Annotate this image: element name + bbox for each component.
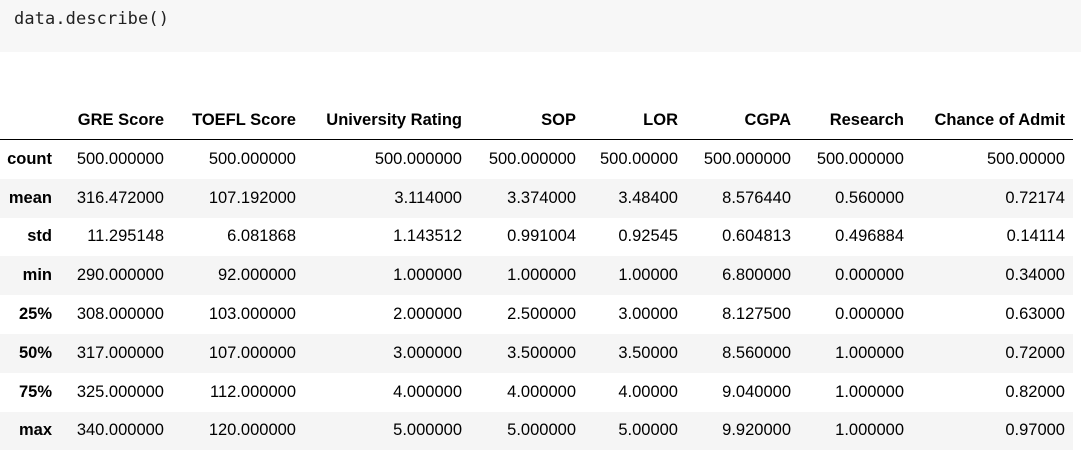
column-header: SOP [470,101,584,140]
table-cell: 4.00000 [618,382,678,401]
table-row: count 500.000000 500.000000 500.000000 500.0… [0,139,1073,179]
table-row: min 290.000000 92.000000 1.000000 1.000000 1.… [0,256,1073,296]
table-cell: 103.000000 [208,305,296,324]
table-row: std 11.295148 6.081868 1.143512 0.991004 0.92… [0,217,1073,257]
table-cell: 3.114000 [394,188,462,207]
column-header: Chance of Admit [912,101,1073,140]
table-cell: 0.63000 [1005,305,1065,324]
table-cell: 0.72174 [1005,188,1065,207]
table-cell: 340.000000 [76,421,164,440]
table-cell: 4.000000 [507,382,576,401]
table-cell: 107.000000 [208,343,296,362]
row-index-label: count [7,149,52,168]
table-cell: 1.000000 [507,266,576,285]
column-header: University Rating [304,101,470,140]
table-cell: 1.00000 [618,266,678,285]
table-cell: 0.560000 [835,188,904,207]
row-index-label: mean [8,188,52,207]
table-cell: 0.14114 [1006,227,1065,246]
table-cell: 0.000000 [835,305,904,324]
table-cell: 4.000000 [393,382,462,401]
table-cell: 0.604813 [722,227,791,246]
table-cell: 325.000000 [76,382,164,401]
table-cell: 1.143512 [393,227,462,246]
table-cell: 1.000000 [835,421,904,440]
table-cell: 5.00000 [618,421,678,440]
table-cell: 107.192000 [208,188,296,207]
table-cell: 8.127500 [722,305,791,324]
table-cell: 6.081868 [227,227,296,246]
table-cell: 112.000000 [210,382,296,401]
row-index-label: 75% [18,382,52,401]
table-cell: 5.000000 [507,421,576,440]
table-cell: 500.000000 [488,149,576,168]
table-cell: 500.000000 [816,149,904,168]
table-cell: 0.34000 [1005,266,1065,285]
table-cell: 0.92545 [618,227,678,246]
table-cell: 8.576440 [722,188,791,207]
table-header-row: GRE Score TOEFL Score University Rating … [0,101,1073,140]
table-cell: 0.82000 [1005,382,1065,401]
column-header: CGPA [686,101,799,140]
table-cell: 3.500000 [507,343,576,362]
table-cell: 3.374000 [507,188,576,207]
table-cell: 5.000000 [393,421,462,440]
table-cell: 120.000000 [208,421,296,440]
table-cell: 0.991004 [507,227,576,246]
table-cell: 500.00000 [600,149,678,168]
table-cell: 1.000000 [393,266,462,285]
table-cell: 500.000000 [703,149,791,168]
table-cell: 2.500000 [507,305,576,324]
table-cell: 6.800000 [722,266,791,285]
row-index-label: std [27,227,52,246]
column-header: Research [799,101,912,140]
row-index-label: max [18,421,52,440]
table-cell: 2.000000 [393,305,462,324]
dataframe-table: GRE Score TOEFL Score University Rating … [0,101,1073,451]
table-cell: 9.040000 [722,382,791,401]
table-cell: 0.000000 [835,266,904,285]
table-row: mean 316.472000 107.192000 3.114000 3.374000… [0,178,1073,218]
row-index-label: 50% [18,343,52,362]
row-index-label: min [22,266,52,285]
table-row: 50% 317.000000 107.000000 3.000000 3.500000 3… [0,333,1073,373]
table-body: count 500.000000 500.000000 500.000000 500.0… [0,139,1073,451]
table-cell: 9.920000 [722,421,791,440]
table-cell: 1.000000 [835,382,904,401]
table-cell: 500.000000 [76,149,164,168]
table-cell: 1.000000 [835,343,904,362]
table-cell: 500.00000 [987,149,1065,168]
code-cell-source[interactable]: data.describe() [14,9,170,29]
index-header [0,101,60,140]
table-cell: 0.97000 [1005,421,1065,440]
table-cell: 92.000000 [218,266,296,285]
code-cell[interactable]: data.describe() [0,0,1081,52]
column-header: TOEFL Score [172,101,304,140]
table-cell: 290.000000 [76,266,164,285]
table-cell: 500.000000 [208,149,296,168]
table-cell: 500.000000 [374,149,462,168]
table-cell: 3.48400 [618,188,678,207]
column-header: LOR [584,101,686,140]
cell-output: GRE Score TOEFL Score University Rating … [0,101,1073,451]
table-cell: 3.00000 [618,305,678,324]
table-cell: 3.000000 [393,343,462,362]
table-row: max 340.000000 120.000000 5.000000 5.000000 5… [0,411,1073,451]
table-cell: 8.560000 [722,343,791,362]
table-cell: 0.72000 [1005,343,1065,362]
table-cell: 11.295148 [87,227,164,246]
table-cell: 316.472000 [76,188,164,207]
table-cell: 0.496884 [835,227,904,246]
table-row: 25% 308.000000 103.000000 2.000000 2.500000 3… [0,295,1073,334]
table-cell: 308.000000 [76,305,164,324]
table-row: 75% 325.000000 112.000000 4.000000 4.000000 4… [0,372,1073,412]
column-header: GRE Score [60,101,172,140]
table-cell: 3.50000 [618,343,678,362]
table-cell: 317.000000 [76,343,164,362]
row-index-label: 25% [18,305,52,324]
